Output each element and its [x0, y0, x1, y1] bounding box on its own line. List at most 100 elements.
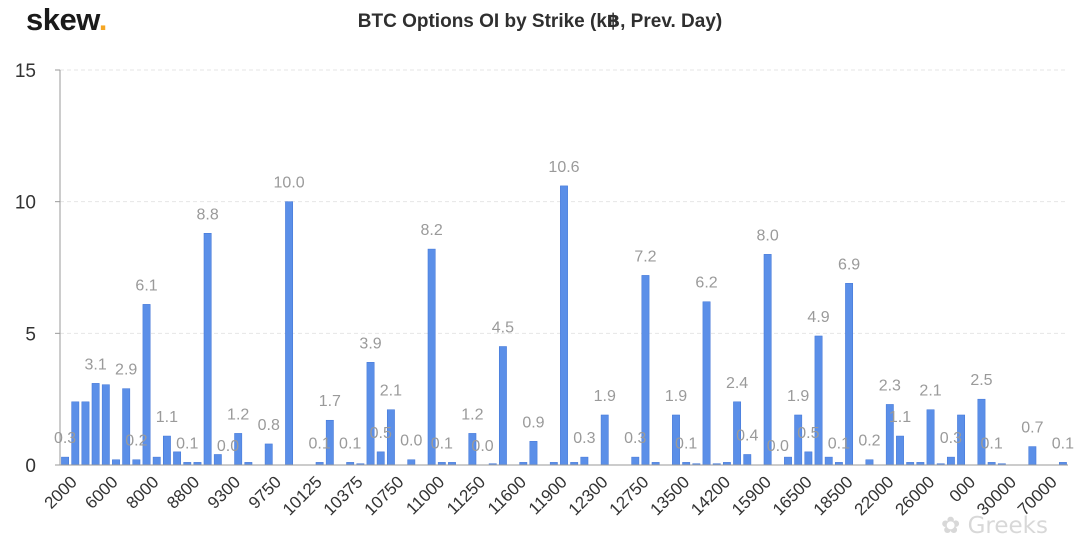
- data-label: 1.1: [156, 409, 178, 426]
- data-label: 0.3: [54, 430, 76, 447]
- bar: [702, 301, 711, 466]
- data-label: 10.0: [274, 175, 305, 192]
- bar: [580, 456, 589, 466]
- data-label: 2.5: [970, 372, 992, 389]
- x-tick-label: 26000: [891, 472, 938, 519]
- data-label: 0.0: [400, 433, 422, 450]
- x-tick-label: 10750: [361, 472, 408, 519]
- bar: [926, 409, 935, 466]
- data-label: 2.1: [919, 383, 941, 400]
- data-label: 0.1: [309, 435, 331, 452]
- bar: [784, 456, 792, 466]
- data-label: 0.3: [624, 430, 646, 447]
- x-tick-label: 10375: [320, 472, 367, 519]
- bar: [81, 401, 90, 466]
- bar: [91, 383, 100, 466]
- data-label: 0.1: [1052, 435, 1074, 452]
- bar: [865, 459, 874, 466]
- x-tick-label: 14200: [687, 472, 734, 519]
- bar: [560, 185, 568, 466]
- data-label: 0.5: [797, 425, 819, 442]
- data-label: 6.2: [695, 275, 717, 292]
- y-axis: 0 5 10 15: [15, 61, 61, 477]
- x-tick-label: 12300: [565, 472, 612, 519]
- bar: [366, 362, 375, 466]
- bar: [763, 254, 772, 466]
- data-label: 4.5: [492, 320, 514, 337]
- x-axis: 2000 6000 8000 8800 9300 97501012510375107501…: [41, 464, 1068, 519]
- y-tick-label: 15: [15, 61, 36, 82]
- data-label: 8.0: [757, 227, 779, 244]
- x-tick-label: 10125: [279, 472, 326, 519]
- data-label: 0.1: [981, 435, 1003, 452]
- data-label: 1.7: [319, 393, 341, 410]
- bar: [1028, 446, 1037, 466]
- watermark: ✿ Greeks: [941, 513, 1048, 539]
- data-label: 1.2: [227, 406, 249, 423]
- bar: [977, 398, 986, 466]
- data-label: 0.1: [675, 435, 697, 452]
- bar: [743, 454, 752, 466]
- bar: [804, 451, 813, 466]
- bar: [112, 459, 120, 466]
- data-label: 8.8: [197, 206, 219, 223]
- data-label: 0.8: [258, 417, 280, 434]
- data-label: 0.9: [522, 414, 544, 431]
- data-label: 2.3: [879, 377, 901, 394]
- data-label: 0.1: [176, 435, 198, 452]
- data-label: 7.2: [634, 248, 656, 265]
- x-tick-label: 13500: [646, 472, 693, 519]
- data-label: 1.9: [594, 388, 616, 405]
- bar: [498, 346, 507, 466]
- x-tick-label: 000: [946, 472, 979, 505]
- data-label: 8.2: [421, 222, 443, 239]
- bar: [132, 459, 141, 466]
- data-label: 0.2: [125, 433, 147, 450]
- data-label: 0.0: [767, 438, 789, 455]
- y-tick-label: 10: [15, 193, 36, 214]
- x-tick-label: 11000: [402, 472, 448, 518]
- data-label: 1.9: [787, 388, 809, 405]
- bar: [101, 384, 110, 466]
- bar: [61, 456, 70, 466]
- bar: [631, 456, 640, 466]
- x-tick-label: 9300: [204, 472, 244, 512]
- bar: [946, 456, 955, 466]
- bar: [529, 441, 538, 466]
- bar: [152, 456, 161, 466]
- bar: [173, 451, 182, 466]
- x-tick-label: 22000: [851, 472, 898, 519]
- y-tick-label: 0: [25, 456, 36, 477]
- x-tick-label: 8000: [122, 472, 162, 512]
- chart-title: BTC Options OI by Strike (k฿, Prev. Day): [357, 11, 723, 32]
- x-tick-label: 11250: [443, 472, 489, 518]
- data-label: 1.1: [889, 409, 911, 426]
- x-tick-label: 18500: [810, 472, 857, 519]
- bar: [896, 435, 904, 466]
- bar: [600, 414, 609, 466]
- data-label: 2.1: [380, 383, 402, 400]
- data-label: 0.1: [828, 435, 850, 452]
- x-tick-label: 12750: [606, 472, 653, 519]
- bar: [407, 459, 416, 466]
- data-label: 3.1: [85, 356, 107, 373]
- x-tick-label: 8800: [163, 472, 203, 512]
- data-label: 0.0: [217, 438, 239, 455]
- data-label: 4.9: [807, 309, 829, 326]
- data-label: 2.9: [115, 362, 137, 379]
- bar: [427, 248, 436, 466]
- data-label: 2.4: [726, 375, 748, 392]
- data-label: 0.5: [370, 425, 392, 442]
- bar: [122, 388, 131, 466]
- data-label: 0.4: [736, 427, 758, 444]
- data-label: 0.1: [431, 435, 453, 452]
- x-tick-label: 15900: [728, 472, 775, 519]
- data-label: 1.9: [665, 388, 687, 405]
- data-label: 1.2: [461, 406, 483, 423]
- bar: [162, 435, 171, 466]
- bar: [814, 335, 823, 466]
- data-label: 0.3: [573, 430, 595, 447]
- data-label: 6.9: [838, 256, 860, 273]
- bar: [376, 451, 385, 466]
